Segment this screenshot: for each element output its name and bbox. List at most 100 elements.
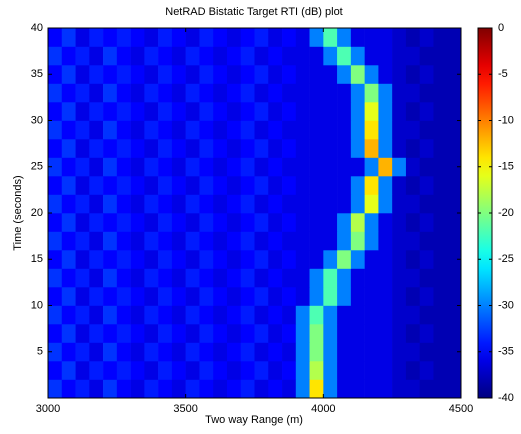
heatmap-cell [268,157,283,177]
heatmap-cell [337,268,352,288]
heatmap-cell [185,268,200,288]
heatmap-cell [323,46,338,66]
heatmap-cell [350,139,365,158]
heatmap-cell [213,157,228,177]
heatmap-cell [405,157,420,177]
heatmap-cell [419,194,434,214]
heatmap-cell [254,379,269,399]
heatmap-cell [213,342,228,362]
heatmap-cell [282,361,297,380]
heatmap-cell [323,379,338,399]
heatmap-cell [158,83,173,103]
y-tick-label: 40 [31,22,43,34]
heatmap-cell [309,379,324,399]
heatmap-cell [75,194,90,214]
heatmap-cell [158,361,173,380]
heatmap-cell [144,361,159,380]
heatmap-cell [378,361,393,380]
heatmap-cell [116,342,131,362]
heatmap-cell [433,102,448,121]
heatmap-cell [295,305,310,325]
heatmap-cell [199,65,214,84]
heatmap-cell [392,342,407,362]
heatmap-cell [309,120,324,140]
heatmap-cell [144,324,159,343]
heatmap-cell [185,139,200,158]
heatmap-cell [61,139,76,158]
heatmap-cell [419,287,434,306]
heatmap-cell [350,268,365,288]
heatmap-cell [433,176,448,195]
heatmap-cell [447,268,462,288]
heatmap-cell [158,102,173,121]
heatmap-cell [89,102,104,121]
heatmap-cell [378,194,393,214]
heatmap-cell [337,324,352,343]
heatmap-cell [433,194,448,214]
heatmap-cell [144,83,159,103]
heatmap-cell [130,250,145,269]
heatmap-cell [103,342,118,362]
heatmap-cell [171,28,186,47]
heatmap-cell [171,305,186,325]
heatmap-cell [295,120,310,140]
heatmap-cell [213,287,228,306]
heatmap-cell [116,231,131,251]
heatmap-cell [419,120,434,140]
heatmap-cell [75,46,90,66]
heatmap-cell [226,379,242,399]
heatmap-cell [158,46,173,66]
heatmap-cell [447,342,462,362]
heatmap-cell [309,46,324,66]
heatmap-cell [254,28,269,47]
heatmap-cell [61,194,76,214]
heatmap-cell [199,120,214,140]
heatmap-cell [213,46,228,66]
heatmap-cell [364,102,379,121]
heatmap-cell [254,231,269,251]
heatmap-cell [419,83,434,103]
heatmap-cell [282,305,297,325]
heatmap-cell [199,102,214,121]
heatmap-cell [433,287,448,306]
heatmap-cell [392,361,407,380]
colorbar-tick-label: -10 [498,114,514,126]
heatmap-cell [254,342,269,362]
heatmap-cell [103,65,118,84]
heatmap-cell [433,46,448,66]
x-tick-label: 3000 [36,403,60,415]
y-tick-label: 35 [31,68,43,80]
heatmap-cell [337,379,352,399]
heatmap-cell [447,231,462,251]
heatmap-cell [75,213,90,232]
heatmap-cell [447,361,462,380]
heatmap-cell [268,65,283,84]
heatmap-cell [254,83,269,103]
heatmap-cell [61,28,76,47]
heatmap-cell [199,83,214,103]
heatmap-cell [213,213,228,232]
heatmap-cell [378,28,393,47]
heatmap-cell [199,176,214,195]
heatmap-cell [295,176,310,195]
heatmap-cell [48,324,63,343]
heatmap-cell [392,46,407,66]
heatmap-cell [144,305,159,325]
heatmap-cell [185,342,200,362]
heatmap-cell [268,231,283,251]
heatmap-cell [405,28,420,47]
heatmap-cell [213,120,228,140]
heatmap-cell [185,83,200,103]
heatmap-cell [199,379,214,399]
heatmap-cell [226,213,242,232]
heatmap-cell [103,361,118,380]
heatmap-cell [130,28,145,47]
heatmap-cell [364,139,379,158]
heatmap-cell [240,342,255,362]
heatmap-cell [378,342,393,362]
heatmap-cell [433,28,448,47]
heatmap-cell [350,250,365,269]
heatmap-cell [213,194,228,214]
heatmap-cell [130,194,145,214]
heatmap-cell [337,361,352,380]
